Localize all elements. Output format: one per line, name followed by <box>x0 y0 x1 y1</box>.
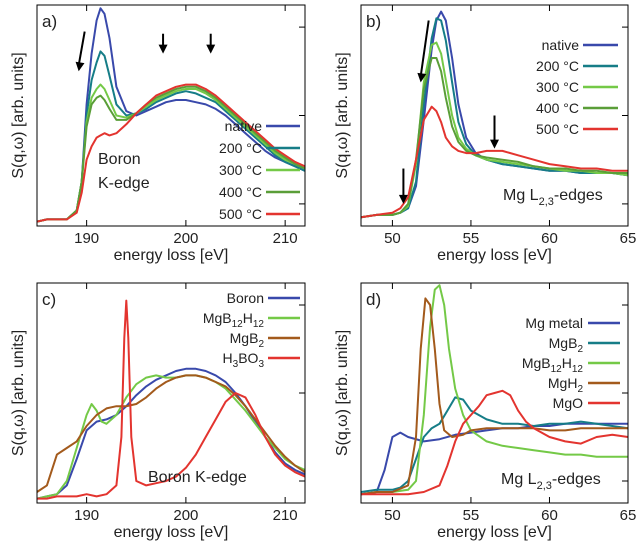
legend-label: MgB12H12 <box>522 355 584 375</box>
x-tick-label: 55 <box>463 507 480 524</box>
x-axis-label: energy loss [eV] <box>114 247 229 264</box>
x-tick-label: 65 <box>620 230 637 247</box>
x-tick-label: 60 <box>541 507 558 524</box>
legend-label: MgB2 <box>230 330 265 350</box>
annotation-text: Boron K-edge <box>148 469 247 486</box>
series-line <box>361 297 628 496</box>
series-group <box>37 7 305 223</box>
x-tick-label: 210 <box>273 507 298 524</box>
panel-label: b) <box>366 12 381 31</box>
arrow-head <box>75 61 85 72</box>
x-tick-label: 65 <box>620 507 637 524</box>
plot-frame <box>36 4 306 227</box>
series-line <box>361 105 628 219</box>
y-axis-label: S(q,ω) [arb. units] <box>334 330 351 456</box>
arrow-shaft <box>419 20 430 77</box>
legend-label: 500 °C <box>219 206 262 222</box>
legend-label: 200 °C <box>536 58 579 74</box>
arrow-head <box>206 44 216 54</box>
x-axis-label: energy loss [eV] <box>114 524 229 541</box>
legend-label: MgB2 <box>549 335 584 355</box>
x-tick-label: 190 <box>74 507 99 524</box>
series-line <box>37 299 305 500</box>
series-line <box>361 396 628 493</box>
legend-label: 300 °C <box>536 79 579 95</box>
legend-label: 500 °C <box>536 121 579 137</box>
legend-label: MgO <box>553 395 583 411</box>
x-tick-label: 200 <box>173 507 198 524</box>
arrow-head <box>490 139 499 149</box>
arrow-head <box>158 44 168 54</box>
x-axis-label: energy loss [eV] <box>437 524 552 541</box>
x-tick-label: 50 <box>384 230 401 247</box>
chart-panel: 190 200 210 energy loss [eV] S(q,ω) [arb. un… <box>10 4 306 264</box>
x-tick-label: 210 <box>273 230 298 247</box>
series-line <box>37 85 305 223</box>
annotation-text: Mg L2,3-edges <box>503 187 603 208</box>
chart-panel: 50 55 60 65 energy loss [eV] S(q,ω) [arb. uni… <box>334 282 637 541</box>
legend-label: 200 °C <box>219 140 262 156</box>
legend-label: native <box>225 118 263 134</box>
x-axis-label: energy loss [eV] <box>437 247 552 264</box>
arrow-shaft <box>77 31 86 66</box>
x-tick-label: 55 <box>463 230 480 247</box>
legend-label: 300 °C <box>219 162 262 178</box>
chart-panel: 190 200 210 energy loss [eV] S(q,ω) [arb. un… <box>10 282 306 541</box>
chart-panel: 50 55 60 65 energy loss [eV] S(q,ω) [arb. uni… <box>334 4 637 264</box>
series-line <box>37 50 305 223</box>
series-line <box>361 41 628 219</box>
arrow-head <box>417 72 427 83</box>
y-axis-label: S(q,ω) [arb. units] <box>334 52 351 178</box>
legend-label: 400 °C <box>536 100 579 116</box>
x-tick-label: 190 <box>74 230 99 247</box>
series-group <box>361 10 628 219</box>
annotation-text: Mg L2,3-edges <box>501 471 601 492</box>
x-tick-label: 60 <box>541 230 558 247</box>
series-group <box>361 284 628 496</box>
x-tick-label: 50 <box>384 507 401 524</box>
legend-label: MgH2 <box>548 375 584 395</box>
series-line <box>37 83 305 223</box>
y-axis-label: S(q,ω) [arb. units] <box>10 52 27 178</box>
series-line <box>37 83 305 223</box>
series-line <box>361 389 628 496</box>
panel-label: a) <box>42 12 57 31</box>
series-line <box>361 57 628 219</box>
legend-label: native <box>542 37 580 53</box>
legend-label: MgB12H12 <box>203 310 265 330</box>
annotation-text: Boron <box>98 151 141 168</box>
series-line <box>361 422 628 496</box>
y-axis-label: S(q,ω) [arb. units] <box>10 330 27 456</box>
legend-label: H3BO3 <box>223 350 265 370</box>
annotation-text: K-edge <box>98 175 150 192</box>
arrow-head <box>398 194 408 204</box>
series-line <box>37 374 305 500</box>
legend-label: 400 °C <box>219 184 262 200</box>
x-tick-label: 200 <box>173 230 198 247</box>
series-group <box>37 299 305 500</box>
panel-label: d) <box>366 290 381 309</box>
panel-label: c) <box>42 290 56 309</box>
legend-label: Boron <box>227 290 264 306</box>
legend-label: Mg metal <box>525 315 583 331</box>
series-line <box>37 7 305 223</box>
series-line <box>361 284 628 496</box>
